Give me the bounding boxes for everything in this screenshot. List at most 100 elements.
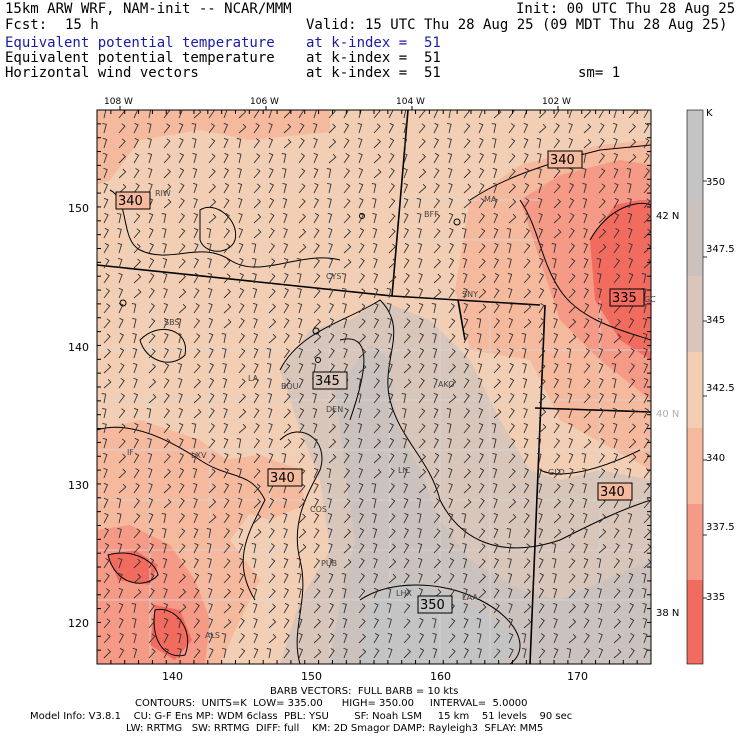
wind-barb — [207, 257, 212, 269]
wind-barb — [342, 617, 348, 629]
wind-barb — [523, 288, 532, 299]
wind-barb — [568, 110, 573, 119]
wind-barb — [133, 543, 141, 554]
wind-barb — [118, 438, 126, 449]
wind-barb — [613, 167, 619, 179]
wind-barb — [643, 528, 651, 539]
wind-barb — [328, 602, 335, 614]
wind-barb — [313, 648, 322, 659]
wind-barb — [163, 183, 172, 194]
wind-barb — [506, 528, 512, 539]
wind-barb — [193, 197, 198, 209]
wind-barb — [463, 438, 471, 449]
wind-barb — [268, 513, 275, 524]
wind-barb — [328, 557, 334, 569]
wind-barb — [327, 512, 333, 524]
wind-barb — [252, 602, 258, 614]
wind-barb — [282, 182, 287, 194]
wind-barb — [132, 362, 138, 374]
wind-barb — [448, 363, 457, 374]
wind-barb — [192, 182, 198, 194]
lon-label-108w: 108 W — [104, 97, 133, 107]
wind-barb — [552, 257, 557, 269]
wind-barb — [298, 423, 305, 434]
wind-barb — [133, 110, 139, 119]
wind-barb — [478, 513, 486, 524]
wind-barb — [553, 213, 562, 224]
wind-barb — [343, 243, 352, 254]
wind-barb — [133, 228, 141, 239]
wind-barb — [342, 302, 347, 314]
wind-barb — [553, 347, 559, 359]
wind-barb — [343, 183, 351, 194]
wind-barb — [388, 543, 397, 554]
wind-barb — [298, 377, 304, 389]
wind-barb — [463, 153, 471, 164]
wind-barb — [448, 633, 456, 644]
wind-barb — [358, 333, 367, 344]
wind-barb — [493, 303, 500, 314]
wind-barb — [373, 587, 379, 599]
wind-barb — [282, 212, 288, 224]
wind-barb — [282, 512, 288, 524]
wind-barb — [388, 228, 396, 239]
wind-barb — [583, 363, 591, 374]
wind-barb — [178, 167, 185, 179]
wind-barb — [373, 302, 379, 314]
wind-barb — [581, 153, 587, 164]
wind-barb — [508, 498, 517, 509]
wind-barb — [612, 392, 617, 404]
wind-barb — [403, 303, 411, 314]
wind-barb — [283, 542, 289, 554]
wind-barb — [358, 318, 366, 329]
wind-barb — [283, 527, 288, 539]
wind-barb — [178, 122, 184, 134]
wind-barb — [433, 122, 439, 134]
wind-barb — [433, 392, 439, 404]
wind-barb — [208, 123, 216, 134]
wind-barbs — [101, 110, 651, 659]
wind-barb — [311, 363, 317, 374]
forecast-label: Fcst: — [5, 17, 48, 33]
wind-barb — [162, 272, 168, 284]
wind-barb — [117, 542, 123, 554]
station-sbs: SBS — [164, 318, 180, 327]
wind-barb — [418, 153, 427, 164]
station-if: IF — [127, 448, 134, 457]
init-time: Init: 00 UTC Thu 28 Aug 25 — [516, 1, 736, 17]
wind-barb — [403, 527, 410, 539]
wind-barb — [462, 557, 468, 569]
wind-barb — [597, 572, 602, 584]
wind-barb — [118, 408, 126, 419]
wind-barb — [387, 602, 392, 614]
wind-barb — [357, 437, 363, 449]
wind-barb — [493, 557, 500, 569]
wind-barb — [163, 198, 172, 209]
wind-barb — [508, 183, 517, 194]
wind-barb — [537, 467, 542, 479]
wind-barb — [357, 392, 362, 404]
wind-barb — [253, 617, 258, 629]
wind-barb — [147, 122, 152, 134]
wind-barb — [492, 167, 498, 179]
wind-barb — [493, 588, 500, 599]
wind-barb — [328, 363, 336, 374]
wind-barb — [568, 258, 576, 269]
wind-barb — [583, 423, 592, 434]
wind-barb — [523, 122, 529, 134]
wind-barb — [192, 137, 197, 149]
wind-barb — [523, 407, 528, 419]
wind-barb — [388, 573, 397, 584]
wind-barb — [567, 362, 572, 374]
wind-barb — [583, 527, 588, 539]
wind-barb — [223, 513, 230, 524]
wind-barb — [148, 363, 157, 374]
wind-barb — [597, 617, 603, 629]
wind-barb — [283, 393, 291, 404]
wind-barb — [163, 632, 169, 644]
wind-barb — [178, 588, 187, 599]
wind-barb — [568, 452, 574, 464]
wind-barb — [298, 198, 306, 209]
wind-barb — [102, 422, 107, 434]
wind-barb — [583, 378, 591, 389]
